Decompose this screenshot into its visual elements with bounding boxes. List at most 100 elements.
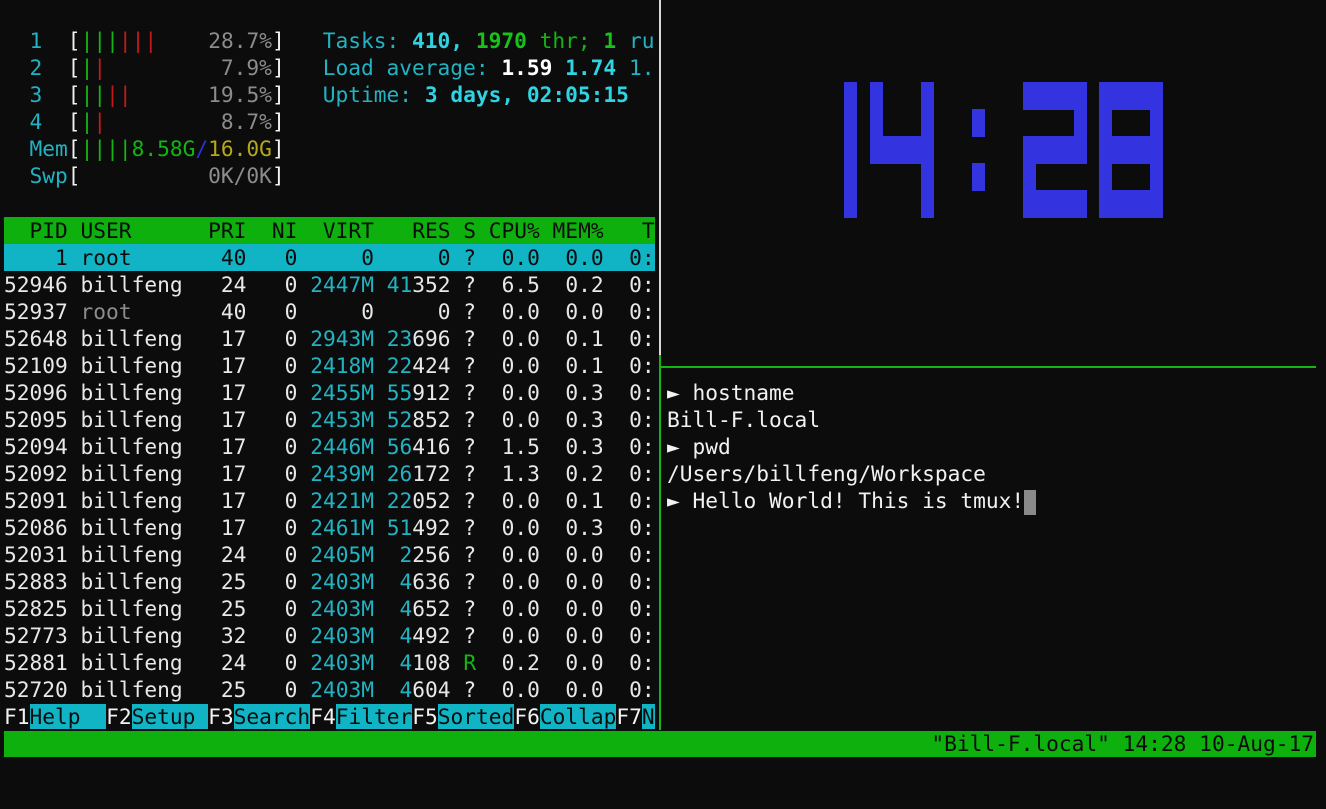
mem-percent: 0.2 (539, 461, 604, 486)
text (106, 109, 221, 134)
table-row[interactable]: 52095 billfeng 17 0 2453M 52852 ? 0.0 0.… (4, 406, 655, 433)
fkey-label-f1[interactable]: Help (29, 704, 107, 729)
time: 0: (603, 677, 655, 702)
pid: 52825 (4, 596, 68, 621)
tmux-window-1[interactable]: 1:bash (182, 757, 260, 782)
fkey-label-f4[interactable]: Filter (335, 704, 413, 729)
fkey-f1[interactable]: F1 (4, 704, 30, 729)
cpu-percent: 7.9% (220, 55, 272, 80)
fkey-f2[interactable]: F2 (106, 704, 132, 729)
state: ? (463, 542, 477, 567)
text (451, 677, 464, 702)
tasks-running: 1 (603, 28, 617, 53)
table-row[interactable]: 52773 billfeng 32 0 2403M 4492 ? 0.0 0.0… (4, 622, 655, 649)
tasks-tasks-label: Tasks: (322, 28, 413, 53)
res: 052 (412, 488, 451, 513)
time: 0: (603, 299, 655, 324)
clock-digit-segment (1048, 136, 1062, 164)
user: billfeng (80, 488, 183, 513)
text (374, 542, 387, 567)
fkey-f3[interactable]: F3 (208, 704, 234, 729)
column-header-ni[interactable]: NI (246, 218, 298, 243)
virt: 2403M (310, 569, 374, 594)
table-row[interactable]: 52881 billfeng 24 0 2403M 4108 R 0.2 0.0… (4, 649, 655, 676)
htop-pane[interactable]: 1 [|||||| 28.7%] 2 [|| 7.9%] 3 [|||| 19.… (4, 0, 655, 730)
table-row[interactable]: 52825 billfeng 25 0 2403M 4652 ? 0.0 0.0… (4, 595, 655, 622)
text (68, 569, 81, 594)
cpu-label: 1 (29, 28, 43, 53)
text (297, 677, 310, 702)
text (451, 515, 464, 540)
column-header-t[interactable]: T (603, 218, 655, 243)
column-header-s[interactable]: S (450, 218, 477, 243)
pane-divider-active[interactable] (659, 355, 661, 730)
table-row[interactable]: 52937 root 40 0 0 0 ? 0.0 0.0 0: (4, 298, 655, 325)
pid: 52091 (4, 488, 68, 513)
pid: 52094 (4, 434, 68, 459)
virt: 2943M (310, 326, 374, 351)
res: 492 (412, 623, 451, 648)
tmux-window-2[interactable]: 2:bash- (284, 757, 374, 782)
clock-digit-segment (971, 109, 985, 137)
column-header-pid[interactable]: PID (4, 218, 68, 243)
cpu-meter-4: 4 [|| 8.7%] (4, 108, 285, 135)
column-header-user[interactable]: USER (67, 218, 196, 243)
res: 0 (437, 299, 451, 324)
tmux-window-3[interactable]: 3:bash* (386, 757, 477, 782)
load-average-line: Load average: 1.59 1.74 1. (323, 54, 655, 81)
table-row[interactable]: 52086 billfeng 17 0 2461M 51492 ? 0.0 0.… (4, 514, 655, 541)
virt: 2403M (310, 677, 374, 702)
fkey-label-f2[interactable]: Setup (131, 704, 209, 729)
nice: 0 (246, 353, 298, 378)
table-row[interactable]: 52109 billfeng 17 0 2418M 22424 ? 0.0 0.… (4, 352, 655, 379)
clock-digit-segment (869, 82, 883, 110)
fkey-f5[interactable]: F5 (412, 704, 438, 729)
user: billfeng (80, 650, 183, 675)
text (374, 380, 387, 405)
clock-digit-segment (920, 109, 934, 137)
table-row[interactable]: 52648 billfeng 17 0 2943M 23696 ? 0.0 0.… (4, 325, 655, 352)
table-row[interactable]: 52946 billfeng 24 0 2447M 41352 ? 6.5 0.… (4, 271, 655, 298)
column-header-res[interactable]: RES (373, 218, 451, 243)
nice: 0 (246, 326, 298, 351)
pane-divider[interactable] (659, 0, 661, 355)
tmux-window-0[interactable]: 0:bash (80, 757, 158, 782)
fkey-label-f6[interactable]: Collap (539, 704, 617, 729)
table-row[interactable]: 52883 billfeng 25 0 2403M 4636 ? 0.0 0.0… (4, 568, 655, 595)
text (374, 434, 387, 459)
column-header-virt[interactable]: VIRT (297, 218, 374, 243)
res: 424 (412, 353, 451, 378)
table-row[interactable]: 52031 billfeng 24 0 2405M 2256 ? 0.0 0.0… (4, 541, 655, 568)
column-header-pri[interactable]: PRI (195, 218, 247, 243)
user: billfeng (80, 434, 183, 459)
pid: 52096 (4, 380, 68, 405)
bracket: [ (42, 55, 81, 80)
table-row[interactable]: 52720 billfeng 25 0 2403M 4604 ? 0.0 0.0… (4, 676, 655, 703)
fkey-f7[interactable]: F7 (616, 704, 642, 729)
time: 0: (603, 623, 655, 648)
command-text: pwd (692, 434, 731, 459)
table-row[interactable]: 52092 billfeng 17 0 2439M 26172 ? 1.3 0.… (4, 460, 655, 487)
table-row-selected[interactable]: 1 root 40 0 0 0 ? 0.0 0.0 0: (4, 244, 655, 271)
fkey-label-f7[interactable]: N (641, 704, 655, 729)
column-header-cpu-pct[interactable]: CPU% (476, 218, 540, 243)
fkey-f4[interactable]: F4 (310, 704, 336, 729)
fkey-label-f5[interactable]: Sorted (437, 704, 515, 729)
clock-digit-segment (869, 109, 883, 137)
nice: 0 (246, 515, 298, 540)
fkey-f6[interactable]: F6 (514, 704, 540, 729)
priority: 40 (182, 299, 247, 324)
table-row[interactable]: 52096 billfeng 17 0 2455M 55912 ? 0.0 0.… (4, 379, 655, 406)
pane-divider-horizontal[interactable] (661, 366, 1316, 368)
text (552, 55, 565, 80)
column-header-mem-pct[interactable]: MEM% (539, 218, 604, 243)
table-row[interactable]: 52094 billfeng 17 0 2446M 56416 ? 1.5 0.… (4, 433, 655, 460)
priority: 17 (182, 353, 247, 378)
text (451, 326, 464, 351)
priority: 24 (182, 542, 247, 567)
table-row[interactable]: 52091 billfeng 17 0 2421M 22052 ? 0.0 0.… (4, 487, 655, 514)
fkey-label-f3[interactable]: Search (233, 704, 311, 729)
bracket: ] (271, 55, 285, 80)
user: billfeng (80, 569, 183, 594)
res-thousands: 23 (386, 326, 413, 351)
